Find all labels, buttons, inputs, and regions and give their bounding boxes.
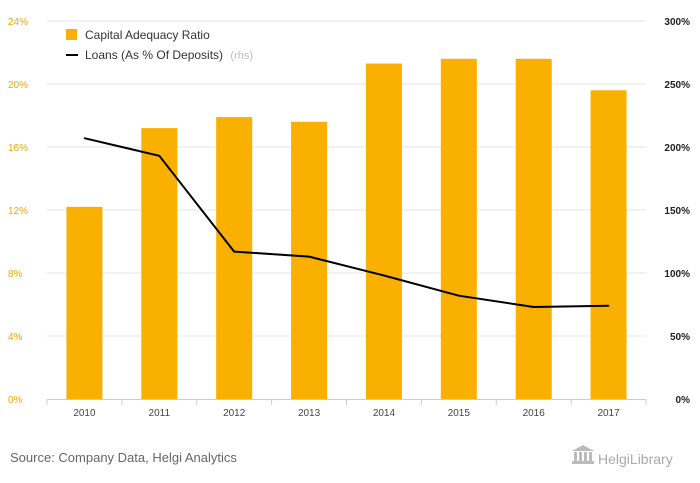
y-left-tick-label: 16%: [8, 143, 28, 154]
x-tick-label: 2010: [73, 408, 96, 419]
legend-rhs-tag: (rhs): [230, 50, 253, 62]
line-point-loans-to-deposits: [233, 250, 235, 253]
legend-swatch-bar: [66, 29, 77, 40]
grid-layer: [47, 20, 646, 337]
bar-capital-adequacy: [440, 58, 477, 400]
line-point-loans-to-deposits: [383, 274, 385, 277]
line-point-loans-to-deposits: [607, 304, 610, 307]
x-tick-label: 2017: [597, 408, 620, 419]
brand-logo: HelgiLibrary: [572, 445, 673, 467]
line-point-loans-to-deposits: [458, 294, 460, 297]
bar-capital-adequacy: [216, 117, 253, 399]
bar-capital-adequacy: [141, 128, 178, 399]
bar-capital-adequacy: [365, 63, 402, 400]
legend: Capital Adequacy Ratio Loans (As % Of De…: [66, 28, 253, 62]
bar-capital-adequacy: [590, 90, 627, 400]
bars-layer: [66, 58, 627, 400]
line-point-loans-to-deposits: [158, 155, 161, 157]
line-layer: [83, 137, 610, 309]
y-right-tick-label: 300%: [664, 17, 690, 28]
x-tick-label: 2014: [373, 408, 396, 419]
y-right-tick-label: 150%: [664, 206, 690, 217]
helgi-building-icon: [572, 445, 594, 464]
line-loans-to-deposits: [84, 137, 609, 309]
y-left-tick-label: 0%: [8, 395, 23, 406]
bar-capital-adequacy: [515, 58, 552, 400]
y-left-tick-label: 20%: [8, 80, 28, 91]
legend-label-bar: Capital Adequacy Ratio: [85, 28, 210, 42]
axis-layer: 0% 0% 4% 50% 8% 100% 12% 150% 16% 200% 20% 250% 24% 3…: [8, 17, 690, 419]
source-caption: Source: Company Data, Helgi Analytics: [10, 450, 237, 465]
line-point-loans-to-deposits: [308, 255, 310, 258]
x-tick-label: 2015: [448, 408, 471, 419]
y-right-tick-label: 50%: [670, 332, 690, 343]
y-left-tick-label: 12%: [8, 206, 28, 217]
x-tick-label: 2012: [223, 408, 246, 419]
bar-capital-adequacy: [66, 206, 103, 399]
brand-name: HelgiLibrary: [598, 451, 673, 467]
x-tick-label: 2016: [523, 408, 546, 419]
line-point-loans-to-deposits: [532, 306, 535, 308]
y-right-tick-label: 100%: [664, 269, 690, 280]
legend-label-line-text: Loans (As % Of Deposits): [85, 48, 223, 62]
y-left-tick-label: 4%: [8, 332, 23, 343]
legend-label-line: Loans (As % Of Deposits) (rhs): [85, 48, 253, 62]
x-tick-label: 2013: [298, 408, 321, 419]
line-point-loans-to-deposits: [83, 137, 86, 139]
y-right-tick-label: 200%: [664, 143, 690, 154]
y-left-tick-label: 24%: [8, 17, 28, 28]
y-right-tick-label: 0%: [676, 395, 691, 406]
x-tick-label: 2011: [149, 408, 171, 419]
y-right-tick-label: 250%: [664, 80, 690, 91]
y-left-tick-label: 8%: [8, 269, 23, 280]
